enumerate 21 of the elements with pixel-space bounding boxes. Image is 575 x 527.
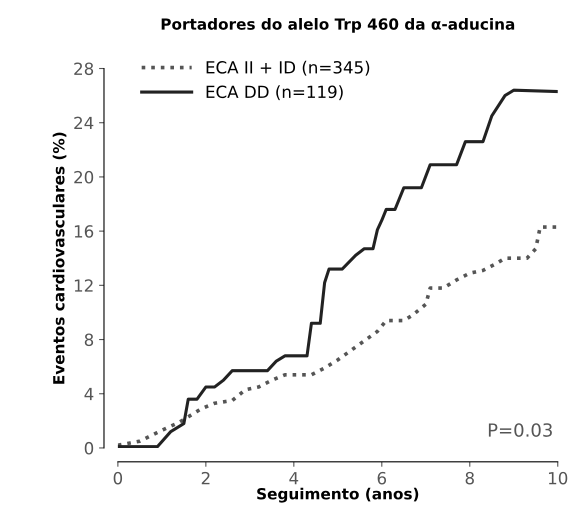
chart-title: Portadores do alelo Trp 460 da α-aducina — [162, 18, 514, 33]
line-series — [118, 225, 558, 448]
y-tick-label: 16 — [74, 225, 94, 238]
y-tick-label: 4 — [84, 388, 94, 400]
x-tick-label: 8 — [466, 472, 474, 484]
annotation: P=0.03 — [488, 423, 552, 437]
y-tick-label: 12 — [74, 279, 93, 292]
x-tick-label: 2 — [202, 472, 210, 484]
x-tick-label: 10 — [548, 472, 568, 484]
y-tick-label: 28 — [74, 62, 94, 76]
legend-label: ECA II + ID (n=345) — [206, 60, 370, 76]
x-tick-label: 6 — [378, 472, 386, 484]
y-axis-title: Eventos cardiovasculares (%) — [52, 132, 66, 384]
y-tick-label: 20 — [74, 170, 94, 184]
y-tick-label: 8 — [84, 334, 94, 346]
x-tick-label: 4 — [289, 472, 298, 484]
x-axis-title: Seguimento (anos) — [257, 488, 418, 503]
legend-label: ECA DD (n=119) — [206, 85, 343, 100]
x-tick-label: 0 — [114, 472, 122, 484]
y-tick-label: 24 — [74, 116, 94, 130]
y-tick-label: 0 — [84, 442, 94, 455]
